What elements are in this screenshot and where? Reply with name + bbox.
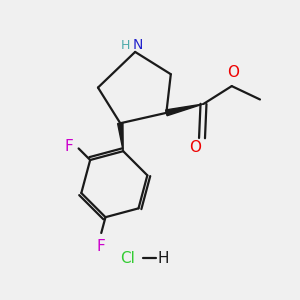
Text: F: F <box>64 140 73 154</box>
Polygon shape <box>166 104 203 116</box>
Text: F: F <box>97 239 106 254</box>
Text: N: N <box>133 38 143 52</box>
Text: H: H <box>120 39 130 52</box>
Polygon shape <box>118 123 123 151</box>
Text: Cl: Cl <box>120 251 135 266</box>
Text: O: O <box>190 140 202 154</box>
Text: H: H <box>158 251 169 266</box>
Text: O: O <box>227 64 239 80</box>
